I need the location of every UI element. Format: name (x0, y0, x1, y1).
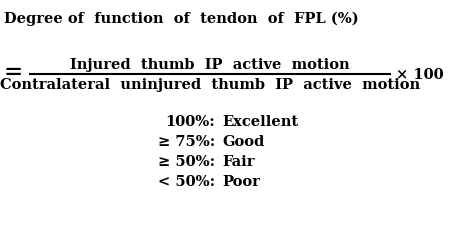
Text: × 100: × 100 (396, 68, 444, 82)
Text: 100%:: 100%: (165, 114, 215, 128)
Text: Fair: Fair (222, 154, 255, 168)
Text: Poor: Poor (222, 174, 260, 188)
Text: ≥ 50%:: ≥ 50%: (158, 154, 215, 168)
Text: < 50%:: < 50%: (158, 174, 215, 188)
Text: Degree of  function  of  tendon  of  FPL (%): Degree of function of tendon of FPL (%) (4, 12, 359, 26)
Text: =: = (4, 61, 23, 83)
Text: Injured  thumb  IP  active  motion: Injured thumb IP active motion (70, 58, 350, 72)
Text: ≥ 75%:: ≥ 75%: (158, 134, 215, 148)
Text: Contralateral  uninjured  thumb  IP  active  motion: Contralateral uninjured thumb IP active … (0, 78, 420, 92)
Text: Excellent: Excellent (222, 114, 298, 128)
Text: Good: Good (222, 134, 264, 148)
